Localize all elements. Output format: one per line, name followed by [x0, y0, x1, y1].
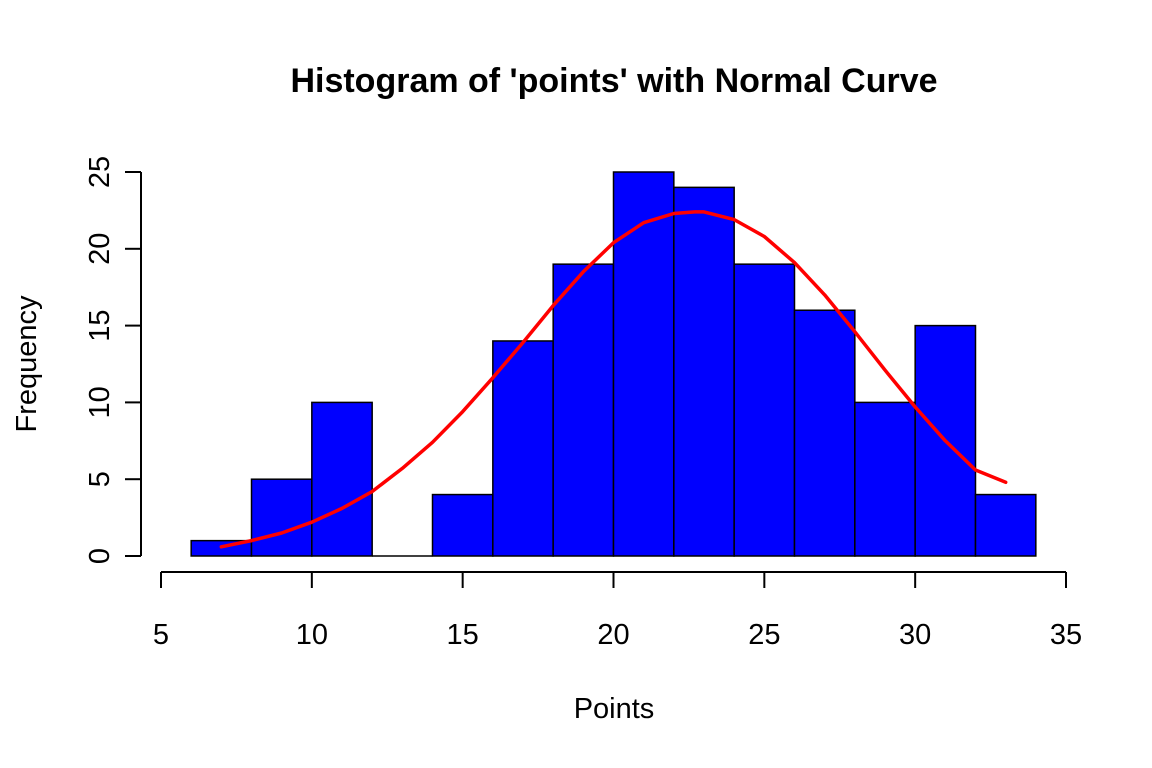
y-axis-label: Frequency [11, 295, 43, 433]
histogram-bar-2 [311, 401, 373, 557]
histogram-bar-5 [492, 340, 554, 557]
x-tick-label-4: 25 [748, 619, 780, 651]
histogram-bar-13 [974, 493, 1037, 557]
y-tick-label-4: 20 [84, 233, 116, 265]
y-tick-label-3: 15 [84, 309, 116, 341]
x-tick-label-0: 5 [153, 619, 169, 651]
histogram-bar-6 [552, 263, 615, 557]
x-axis-label: Points [574, 693, 655, 725]
bars-group [190, 171, 1037, 557]
x-tick-label-5: 30 [899, 619, 931, 651]
y-tick-label-0: 0 [84, 548, 116, 564]
y-tick-label-1: 5 [84, 471, 116, 487]
histogram-bar-10 [793, 309, 856, 557]
normal-curve-line [219, 210, 1008, 549]
histogram-bar-4 [431, 493, 494, 557]
histogram-bar-9 [733, 263, 796, 557]
y-axis: 0 5 10 15 20 25 [84, 156, 142, 564]
x-tick-label-6: 35 [1050, 619, 1082, 651]
histogram-bar-11 [854, 401, 916, 557]
chart-title: Histogram of 'points' with Normal Curve [290, 62, 937, 100]
histogram-bar-7 [612, 171, 675, 557]
normal-curve-group [219, 210, 1008, 549]
x-tick-label-1: 10 [296, 619, 328, 651]
y-tick-label-5: 25 [84, 156, 116, 188]
y-tick-label-2: 10 [84, 386, 116, 418]
x-axis: 5 10 15 20 25 30 35 [153, 571, 1082, 651]
histogram-bar-8 [673, 186, 735, 557]
histogram-bar-1 [250, 478, 313, 557]
x-tick-label-3: 20 [597, 619, 629, 651]
x-tick-label-2: 15 [447, 619, 479, 651]
